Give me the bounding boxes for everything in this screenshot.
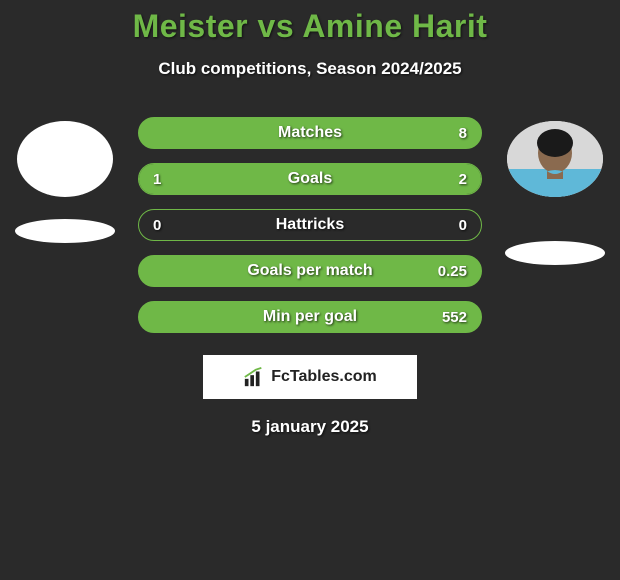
stat-value-right: 8 [459, 125, 467, 142]
stat-label: Goals per match [247, 262, 372, 280]
stat-label: Hattricks [276, 216, 344, 234]
date-text: 5 january 2025 [0, 417, 620, 437]
stat-bar: 1 Goals 2 [138, 163, 482, 195]
stat-value-right: 552 [442, 309, 467, 326]
player-left-column [10, 117, 120, 243]
stats-column: Matches 8 1 Goals 2 0 Hattricks 0 Goals per matc… [138, 117, 482, 333]
stat-label: Goals [288, 170, 332, 188]
player-right-column [500, 117, 610, 265]
stat-bar: Matches 8 [138, 117, 482, 149]
stat-value-right: 2 [459, 171, 467, 188]
stat-value-right: 0.25 [438, 263, 467, 280]
comparison-widget: Meister vs Amine Harit Club competitions… [0, 0, 620, 437]
chart-icon [243, 366, 265, 388]
stat-bar: Goals per match 0.25 [138, 255, 482, 287]
stat-bar: Min per goal 552 [138, 301, 482, 333]
stat-value-left: 0 [153, 217, 161, 234]
player-photo-icon [507, 121, 603, 197]
content-row: Matches 8 1 Goals 2 0 Hattricks 0 Goals per matc… [0, 117, 620, 333]
stat-fill-right [252, 164, 481, 194]
page-title: Meister vs Amine Harit [0, 8, 620, 45]
player-left-avatar [17, 121, 113, 197]
stat-label: Matches [278, 124, 342, 142]
player-left-shadow [15, 219, 115, 243]
stat-value-right: 0 [459, 217, 467, 234]
subtitle: Club competitions, Season 2024/2025 [0, 59, 620, 79]
brand-badge[interactable]: FcTables.com [203, 355, 417, 399]
stat-value-left: 1 [153, 171, 161, 188]
stat-label: Min per goal [263, 308, 357, 326]
player-right-shadow [505, 241, 605, 265]
player-right-avatar [507, 121, 603, 197]
brand-text: FcTables.com [271, 368, 377, 386]
stat-bar: 0 Hattricks 0 [138, 209, 482, 241]
